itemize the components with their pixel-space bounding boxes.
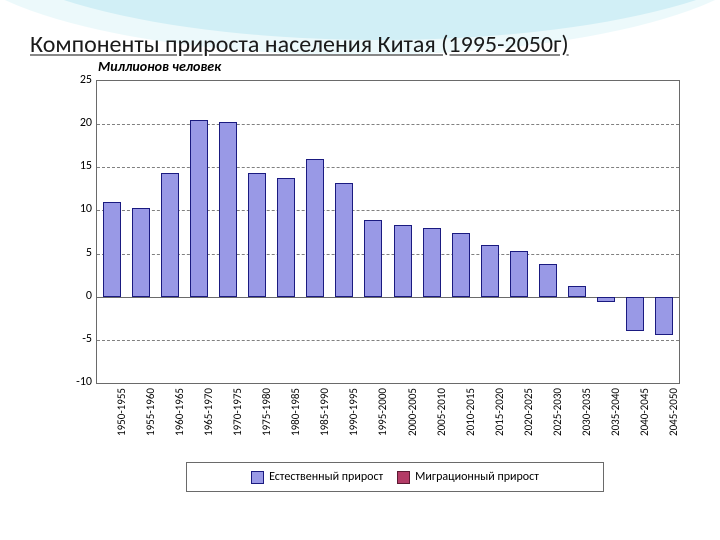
xtick-label: 2010-2015: [464, 388, 477, 458]
bar: [626, 297, 644, 332]
bar: [219, 122, 237, 297]
legend-swatch-natural: [251, 471, 264, 484]
xtick-label: 1985-1990: [318, 388, 331, 458]
ytick-label: -5: [68, 332, 92, 346]
slide-title: Компоненты прироста населения Китая (199…: [30, 30, 569, 59]
xtick-label: 1975-1980: [260, 388, 273, 458]
xtick-label: 1955-1960: [144, 388, 157, 458]
ytick-label: 15: [68, 159, 92, 173]
bar: [248, 173, 266, 296]
bar: [306, 159, 324, 297]
xtick-label: 2000-2005: [406, 388, 419, 458]
xtick-label: 2035-2040: [609, 388, 622, 458]
legend-label-natural: Естественный прирост: [269, 470, 383, 484]
legend: Естественный прирост Миграционный прирос…: [186, 462, 604, 492]
legend-label-migration: Миграционный прирост: [415, 470, 539, 484]
xtick-label: 2020-2025: [522, 388, 535, 458]
legend-item-natural: Естественный прирост: [251, 470, 383, 484]
ytick-label: -10: [68, 375, 92, 389]
bar: [103, 202, 121, 297]
yaxis-title: Миллионов человек: [98, 58, 221, 75]
bar: [161, 173, 179, 296]
bar: [364, 220, 382, 297]
bar: [539, 264, 557, 297]
plot-area: [96, 80, 680, 384]
gridline: [97, 254, 679, 255]
xtick-label: 2005-2010: [435, 388, 448, 458]
ytick-label: 5: [68, 246, 92, 260]
xtick-label: 1970-1975: [231, 388, 244, 458]
slide: Компоненты прироста населения Китая (199…: [0, 0, 720, 540]
chart: Миллионов человек -10-50510152025 1950-1…: [46, 62, 686, 492]
ytick-label: 20: [68, 116, 92, 130]
ytick-label: 25: [68, 73, 92, 87]
gridline: [97, 210, 679, 211]
ytick-label: 10: [68, 202, 92, 216]
bar: [452, 233, 470, 297]
bar: [423, 228, 441, 297]
bar: [481, 245, 499, 297]
bar: [132, 208, 150, 297]
bar: [277, 178, 295, 297]
bar: [568, 286, 586, 296]
xtick-label: 2015-2020: [493, 388, 506, 458]
bar: [510, 251, 528, 297]
xtick-label: 2030-2035: [580, 388, 593, 458]
xtick-label: 1965-1970: [202, 388, 215, 458]
xtick-label: 1995-2000: [376, 388, 389, 458]
legend-swatch-migration: [397, 471, 410, 484]
gridline: [97, 167, 679, 168]
xtick-label: 1960-1965: [173, 388, 186, 458]
bar: [394, 225, 412, 297]
xtick-label: 1990-1995: [347, 388, 360, 458]
xtick-label: 1950-1955: [115, 388, 128, 458]
bar: [597, 297, 615, 302]
xtick-label: 1980-1985: [289, 388, 302, 458]
gridline: [97, 124, 679, 125]
legend-item-migration: Миграционный прирост: [397, 470, 539, 484]
xtick-label: 2045-2050: [667, 388, 680, 458]
xtick-label: 2025-2030: [551, 388, 564, 458]
ytick-label: 0: [68, 289, 92, 303]
bar: [190, 120, 208, 297]
gridline: [97, 340, 679, 341]
zero-line: [97, 297, 679, 298]
bar: [655, 297, 673, 335]
xtick-label: 2040-2045: [638, 388, 651, 458]
bar: [335, 183, 353, 297]
